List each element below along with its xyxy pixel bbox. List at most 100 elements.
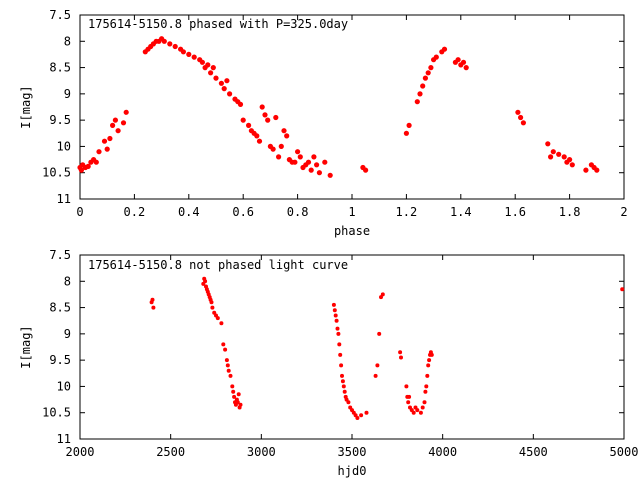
- data-point: [112, 117, 118, 123]
- data-point: [335, 326, 340, 331]
- y-tick-label: 7.5: [49, 248, 71, 262]
- chart-title: 175614-5150.8 phased with P=325.0day: [88, 17, 348, 31]
- x-tick-label: 0: [76, 205, 83, 219]
- data-point: [411, 410, 416, 415]
- data-point: [123, 109, 129, 115]
- data-point: [259, 104, 265, 110]
- data-point: [231, 389, 236, 394]
- data-point: [380, 292, 385, 297]
- data-point: [297, 154, 303, 160]
- data-point: [85, 163, 91, 169]
- data-point: [256, 138, 263, 144]
- data-point: [235, 400, 240, 405]
- data-point: [115, 128, 121, 134]
- data-point: [415, 408, 420, 413]
- data-point: [225, 363, 230, 368]
- data-point: [210, 305, 215, 310]
- data-point: [420, 405, 425, 410]
- data-point: [620, 287, 625, 292]
- y-axis-label: I[mag]: [19, 325, 33, 368]
- data-point: [404, 384, 409, 389]
- x-tick-label: 2000: [66, 445, 95, 459]
- y-tick-label: 9: [64, 327, 71, 341]
- data-point: [583, 167, 589, 173]
- x-tick-label: 0.2: [124, 205, 146, 219]
- data-point: [427, 358, 432, 363]
- x-tick-label: 1.8: [559, 205, 581, 219]
- data-point: [455, 57, 461, 63]
- data-point: [161, 38, 167, 44]
- data-point: [199, 59, 205, 65]
- data-point: [422, 75, 428, 81]
- data-point: [333, 313, 338, 318]
- x-tick-label: 5000: [610, 445, 639, 459]
- plot-frame: [79, 14, 625, 200]
- data-point: [228, 373, 233, 378]
- data-point: [406, 400, 411, 405]
- data-point: [418, 410, 423, 415]
- data-point: [339, 363, 344, 368]
- y-tick-label: 8.5: [49, 61, 71, 75]
- data-point: [520, 120, 527, 126]
- axis-ticks: 0 0.2 0.4 0.6 0.8 1 1.2 1.4 1.6 1.8 2 7.5 8 8.5 9 9.5 10…: [42, 8, 628, 219]
- y-tick-label: 10.5: [42, 406, 71, 420]
- x-tick-label: 0.8: [287, 205, 309, 219]
- y-axis-label: I[mag]: [19, 85, 33, 128]
- y-tick-label: 9.5: [49, 353, 71, 367]
- data-point: [569, 162, 575, 168]
- data-point: [314, 162, 320, 168]
- data-point: [215, 316, 220, 321]
- data-point: [221, 86, 227, 92]
- data-point: [428, 65, 434, 71]
- phased-light-curve-panel: 0 0.2 0.4 0.6 0.8 1 1.2 1.4 1.6 1.8 2 7.5 8 8.5 9 9.5 10…: [19, 8, 628, 238]
- data-point: [340, 379, 345, 384]
- data-point: [548, 154, 554, 160]
- data-point: [337, 342, 342, 347]
- data-point: [399, 355, 403, 360]
- data-point: [210, 65, 216, 71]
- data-point: [594, 167, 600, 173]
- data-point: [96, 149, 102, 155]
- data-point: [336, 331, 341, 336]
- chart-title: 175614-5150.8 not phased light curve: [88, 258, 348, 272]
- data-point: [93, 159, 99, 165]
- data-point: [270, 146, 276, 152]
- data-point: [311, 154, 317, 160]
- x-tick-label: 1: [348, 205, 355, 219]
- data-point: [276, 154, 282, 160]
- data-point: [232, 394, 237, 399]
- data-point: [191, 54, 197, 60]
- data-point: [364, 410, 369, 415]
- x-tick-label: 3000: [247, 445, 276, 459]
- data-point: [226, 368, 231, 373]
- data-point: [237, 101, 244, 107]
- data-point: [101, 138, 108, 144]
- data-point: [305, 159, 312, 165]
- y-tick-label: 8: [64, 274, 71, 288]
- data-point: [341, 384, 346, 389]
- data-point: [205, 62, 211, 68]
- data-point: [556, 151, 562, 157]
- data-point: [550, 149, 556, 155]
- data-point: [284, 133, 290, 139]
- data-point: [246, 122, 252, 128]
- x-tick-label: 4000: [428, 445, 457, 459]
- data-point: [398, 350, 403, 355]
- data-point: [346, 400, 351, 405]
- axis-ticks: 2000 2500 3000 3500 4000 4500 5000 7.5 8 8.5 9 9.5 1…: [42, 248, 638, 459]
- data-point: [167, 41, 173, 47]
- data-point: [561, 154, 567, 160]
- y-tick-label: 11: [57, 192, 71, 206]
- data-point: [433, 54, 439, 60]
- x-tick-label: 1.2: [396, 205, 418, 219]
- y-tick-label: 8: [64, 34, 71, 48]
- data-point: [236, 392, 241, 397]
- data-point: [359, 413, 364, 418]
- data-point: [172, 43, 178, 50]
- data-point: [120, 120, 127, 126]
- data-point: [363, 167, 369, 173]
- y-tick-label: 10.5: [42, 166, 71, 180]
- data-points: [149, 276, 625, 420]
- y-tick-label: 11: [57, 432, 71, 446]
- data-point: [281, 128, 287, 134]
